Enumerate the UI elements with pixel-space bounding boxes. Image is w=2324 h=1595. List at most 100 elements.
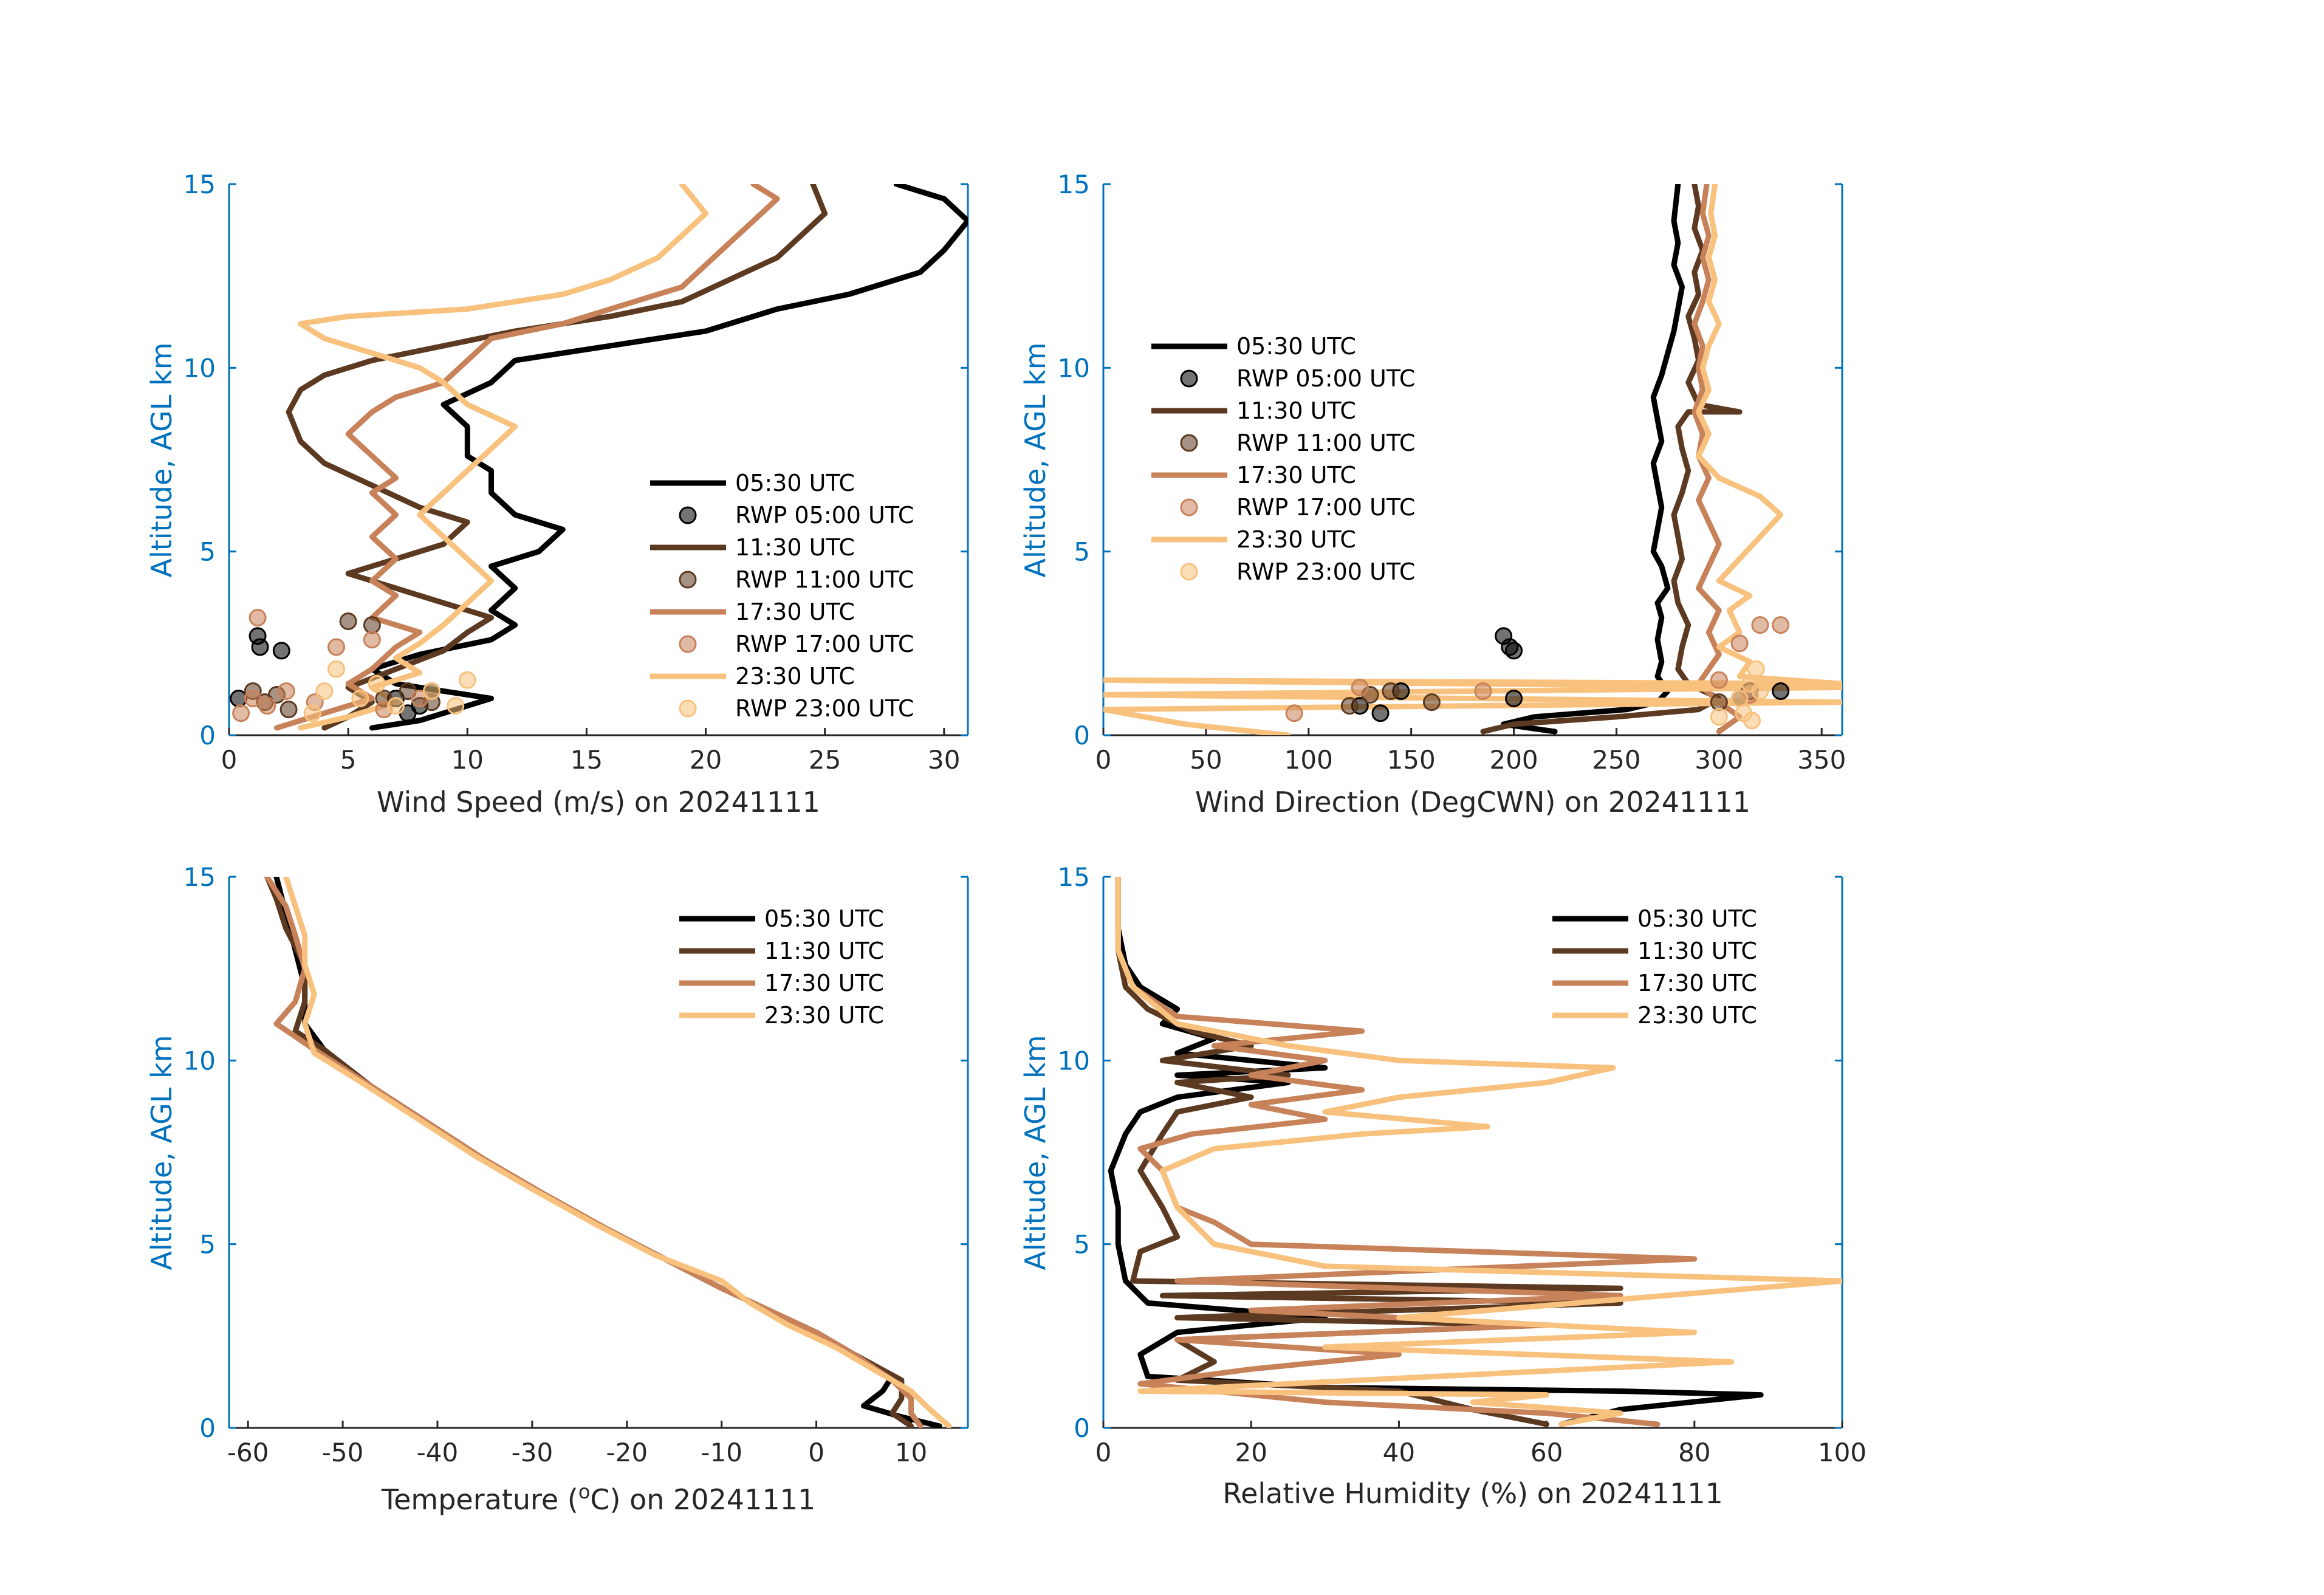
wind-direction-point-rwp-11-00-utc [1382, 682, 1400, 700]
wind-speed-point-rwp-17-00-utc [249, 609, 267, 627]
wind-direction-y-tick-label: 15 [1058, 170, 1090, 199]
wind-speed-x-tick-label: 0 [221, 745, 238, 775]
wind-direction-series-17-30-utc [1692, 184, 1743, 735]
wind-speed-legend-label-17-30-utc: 17:30 UTC [735, 599, 855, 625]
wind-direction-x-tick-label: 350 [1797, 745, 1846, 775]
temperature-x-tick-label: -20 [606, 1438, 648, 1467]
wind-speed-series-17-30-utc [274, 184, 780, 731]
temperature-legend-label-17-30-utc: 17:30 UTC [764, 970, 884, 996]
wind-direction-legend-label-23-30-utc: 23:30 UTC [1236, 526, 1356, 553]
wind-speed-point-rwp-05-00-utc [251, 638, 269, 656]
temperature-x-tick-label: -10 [701, 1438, 742, 1467]
wind-direction-point-rwp-05-00-utc [1371, 704, 1390, 722]
relative-humidity-x-tick-label: 40 [1383, 1438, 1415, 1467]
wind-direction-x-tick-label: 0 [1095, 745, 1112, 775]
wind-direction-point-rwp-05-00-utc [1772, 682, 1790, 700]
wind-speed-point-rwp-17-00-utc [244, 690, 262, 708]
wind-direction-point-rwp-11-00-utc [1710, 693, 1728, 712]
wind-speed-point-rwp-23-00-utc [447, 697, 465, 715]
wind-speed-point-rwp-11-00-utc [339, 612, 357, 631]
wind-speed-point-rwp-11-00-utc [363, 616, 381, 634]
wind-speed-point-rwp-11-00-utc [279, 701, 298, 719]
temperature-y-axis-label: Altitude, AGL km [145, 1035, 178, 1270]
wind-speed-legend-label-rwp-05-00-utc: RWP 05:00 UTC [735, 502, 914, 529]
wind-speed-point-rwp-17-00-utc [363, 631, 381, 649]
wind-direction-point-rwp-23-00-utc [1730, 690, 1749, 708]
wind-speed-point-rwp-23-00-utc [458, 671, 476, 689]
temperature-x-axis-label: Temperature (oC) on 20241111 [381, 1480, 815, 1516]
wind-direction-point-rwp-23-00-utc [1747, 660, 1765, 678]
wind-speed-point-rwp-17-00-utc [277, 682, 295, 700]
wind-speed-point-rwp-23-00-utc [351, 690, 369, 708]
wind-speed-legend-label-05-30-utc: 05:30 UTC [735, 470, 855, 496]
wind-direction-legend-label-11-30-utc: 11:30 UTC [1236, 397, 1356, 424]
wind-speed-x-tick-label: 5 [340, 745, 357, 775]
wind-speed-point-rwp-23-00-utc [327, 660, 346, 678]
wind-speed-panel: 0 5 10 15 20 25 30 0 5 10 15 05:30 UTC RWP 05:00 UT… [145, 170, 969, 818]
temperature-legend-label-23-30-utc: 23:30 UTC [764, 1002, 884, 1029]
wind-speed-axes: 0 5 10 15 20 25 30 0 5 10 15 [183, 170, 969, 775]
wind-speed-series-11-30-utc [286, 184, 828, 731]
wind-speed-point-rwp-23-00-utc [315, 682, 334, 700]
relative-humidity-y-tick-label: 0 [1074, 1413, 1090, 1443]
wind-direction-point-rwp-17-00-utc [1285, 704, 1303, 722]
temperature-series-23-30-utc [283, 877, 952, 1428]
wind-direction-x-tick-label: 200 [1489, 745, 1538, 775]
wind-direction-x-tick-label: 150 [1387, 745, 1436, 775]
wind-speed-x-tick-label: 20 [690, 745, 722, 775]
wind-direction-point-rwp-23-00-utc [1751, 682, 1769, 700]
relative-humidity-axes: 0 20 40 60 80 100 0 5 10 15 [1058, 862, 1867, 1467]
wind-speed-y-tick-label: 10 [183, 353, 216, 383]
relative-humidity-x-tick-label: 60 [1530, 1438, 1563, 1467]
wind-speed-legend-marker-rwp-05-00-utc [679, 506, 697, 524]
relative-humidity-series-23-30-utc [1115, 877, 1842, 1427]
wind-speed-point-rwp-23-00-utc [387, 697, 405, 715]
wind-direction-series-23-30-utc [1103, 184, 1842, 735]
temperature-legend: 05:30 UTC 11:30 UTC 17:30 UTC 23:30 UTC [679, 905, 884, 1029]
relative-humidity-y-tick-label: 15 [1058, 862, 1090, 892]
temperature-series-group [264, 877, 952, 1428]
relative-humidity-y-axis-label: Altitude, AGL km [1019, 1035, 1052, 1270]
wind-speed-point-rwp-23-00-utc [368, 674, 386, 693]
wind-direction-legend-label-05-30-utc: 05:30 UTC [1236, 333, 1356, 360]
wind-speed-y-axis-label: Altitude, AGL km [145, 342, 178, 577]
wind-direction-legend: 05:30 UTC RWP 05:00 UTC 11:30 UTC RWP 11:00… [1151, 333, 1415, 585]
temperature-x-tick-label: 0 [808, 1438, 824, 1467]
wind-direction-legend-label-rwp-23-00-utc: RWP 23:00 UTC [1236, 558, 1415, 585]
temperature-x-tick-label: -40 [417, 1438, 459, 1467]
wind-direction-legend-marker-rwp-05-00-utc [1180, 369, 1198, 388]
wind-direction-point-rwp-05-00-utc [1505, 642, 1523, 660]
relative-humidity-x-axis-label: Relative Humidity (%) on 20241111 [1222, 1477, 1723, 1510]
wind-direction-point-rwp-17-00-utc [1730, 634, 1749, 653]
wind-speed-legend-marker-rwp-17-00-utc [679, 635, 697, 653]
wind-speed-point-rwp-17-00-utc [258, 697, 276, 715]
wind-speed-plot-area [230, 184, 968, 731]
wind-direction-point-rwp-23-00-utc [1710, 708, 1728, 726]
temperature-y-tick-label: 15 [183, 862, 216, 892]
temperature-x-label-prefix: Temperature ( [381, 1483, 578, 1516]
wind-speed-point-rwp-23-00-utc [422, 682, 440, 700]
wind-direction-x-tick-label: 50 [1190, 745, 1222, 775]
wind-direction-legend-label-rwp-17-00-utc: RWP 17:00 UTC [1236, 494, 1415, 521]
wind-speed-legend: 05:30 UTC RWP 05:00 UTC 11:30 UTC RWP 11:00… [650, 470, 914, 722]
temperature-y-tick-label: 0 [199, 1413, 216, 1443]
wind-speed-y-tick-label: 15 [183, 170, 216, 199]
wind-speed-series-group [230, 184, 968, 731]
relative-humidity-legend-label-23-30-utc: 23:30 UTC [1637, 1002, 1757, 1029]
temperature-plot-area [264, 877, 952, 1428]
relative-humidity-x-tick-label: 80 [1678, 1438, 1710, 1467]
relative-humidity-legend-label-17-30-utc: 17:30 UTC [1637, 970, 1757, 996]
temperature-legend-label-05-30-utc: 05:30 UTC [764, 905, 884, 932]
wind-direction-y-tick-label: 5 [1074, 537, 1090, 567]
wind-direction-legend-label-17-30-utc: 17:30 UTC [1236, 462, 1356, 489]
wind-speed-point-rwp-17-00-utc [327, 638, 346, 656]
wind-speed-x-tick-label: 15 [571, 745, 603, 775]
temperature-x-tick-label: -30 [512, 1438, 554, 1467]
relative-humidity-legend-label-05-30-utc: 05:30 UTC [1637, 905, 1757, 932]
wind-direction-x-tick-label: 250 [1592, 745, 1640, 775]
wind-direction-point-rwp-17-00-utc [1474, 682, 1492, 700]
wind-direction-point-rwp-17-00-utc [1710, 671, 1728, 689]
wind-direction-axes: 0 50 100 150 200 250 300 350 0 5 10 15 [1058, 170, 1846, 775]
wind-direction-x-tick-label: 300 [1695, 745, 1743, 775]
wind-direction-y-tick-label: 0 [1074, 721, 1090, 750]
